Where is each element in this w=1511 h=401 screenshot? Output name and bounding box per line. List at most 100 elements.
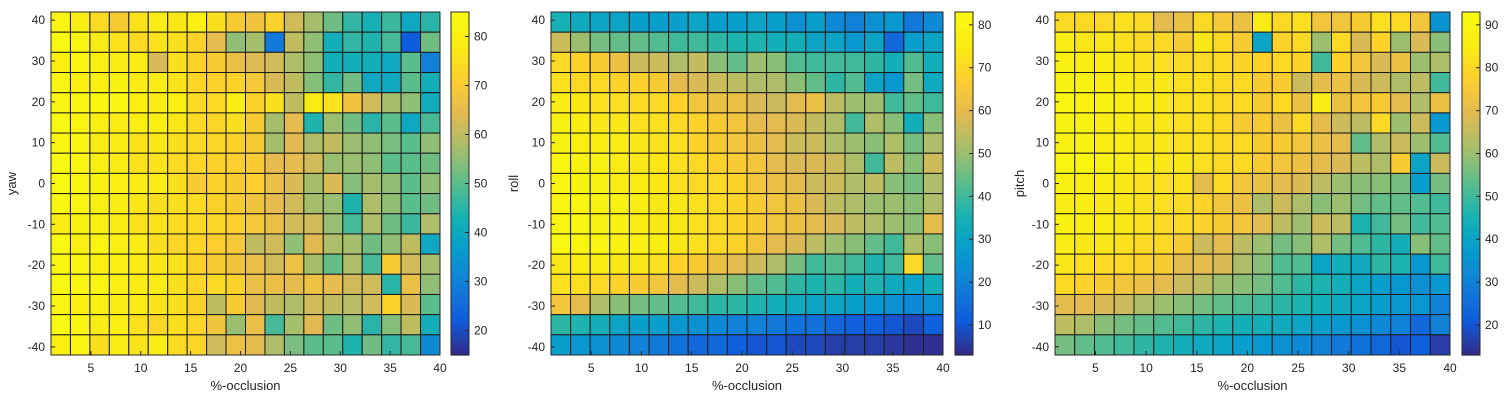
colorbar-band [955, 70, 973, 75]
heatmap-cell [167, 152, 188, 174]
colorbar-band [451, 313, 469, 318]
heatmap-cell [746, 92, 768, 114]
heatmap-cell [167, 72, 188, 94]
heatmap-cell [707, 132, 728, 154]
x-tick-label: 25 [1291, 361, 1305, 375]
heatmap-cell [687, 334, 709, 356]
heatmap-cell [746, 51, 768, 74]
heatmap-cell [245, 273, 266, 295]
heatmap-cell [1192, 112, 1214, 134]
colorbar-band [1462, 337, 1480, 342]
colorbar-tick-label: 60 [978, 104, 992, 118]
heatmap-cell [128, 193, 149, 215]
heatmap-cell [883, 72, 905, 94]
heatmap-cell [128, 132, 149, 154]
heatmap-cell [342, 11, 363, 33]
colorbar-band [451, 128, 469, 133]
heatmap-cell [785, 112, 807, 134]
colorbar-band [451, 94, 469, 99]
heatmap-cell [245, 51, 266, 74]
heatmap-cell [687, 273, 709, 295]
colorbar-band [955, 152, 973, 157]
heatmap-cell [726, 11, 748, 33]
heatmap-cell [570, 273, 591, 295]
heatmap-cell [1410, 172, 1431, 195]
y-tick-label: -10 [28, 217, 46, 231]
y-tick-label: -40 [1032, 340, 1050, 354]
heatmap-cell [342, 253, 363, 275]
heatmap-cell [1192, 314, 1214, 336]
heatmap-cell [589, 72, 611, 94]
colorbar-band [1462, 228, 1480, 233]
colorbar-band [451, 84, 469, 89]
heatmap-cell [1252, 51, 1273, 74]
heatmap-cell [1429, 273, 1451, 295]
heatmap-cell [1331, 152, 1352, 174]
colorbar-band [1462, 132, 1480, 137]
heatmap-cell [322, 172, 344, 195]
colorbar: 90 80 70 60 50 40 30 20 [1461, 11, 1499, 356]
heatmap-cell [1410, 334, 1431, 356]
heatmap-cell [668, 273, 689, 295]
heatmap-cell [1291, 273, 1313, 295]
colorbar-band [451, 279, 469, 284]
colorbar-band [1462, 306, 1480, 312]
heatmap-cell [420, 172, 441, 195]
heatmap-cell [1094, 152, 1115, 174]
heatmap-cell [186, 31, 208, 53]
heatmap-cell [785, 132, 807, 154]
heatmap-cell [147, 233, 169, 255]
heatmap-cell [824, 233, 846, 255]
heatmap-cell [128, 72, 149, 94]
heatmap-cell [1252, 152, 1273, 174]
colorbar-band [1462, 300, 1480, 305]
heatmap-cell [726, 293, 748, 316]
heatmap-cell [550, 193, 572, 215]
heatmap-cell [1410, 253, 1431, 275]
colorbar-band [451, 145, 469, 150]
colorbar-band [955, 279, 973, 284]
heatmap-cell [1370, 152, 1392, 174]
heatmap-cell [1271, 253, 1293, 275]
heatmap-cell [1311, 152, 1332, 174]
heatmap-cell [147, 193, 169, 215]
heatmap-cell [89, 273, 110, 295]
heatmap-cell [1291, 193, 1313, 215]
colorbar-band [955, 97, 973, 102]
heatmap-cell [746, 233, 768, 255]
heatmap-cell [785, 293, 807, 316]
heatmap-cell [303, 152, 324, 174]
colorbar-band [451, 156, 469, 161]
heatmap-cell [903, 72, 924, 94]
heatmap-cell [245, 314, 266, 336]
colorbar-band [1462, 272, 1480, 277]
heatmap-cell [726, 314, 748, 336]
heatmap-cell [283, 233, 305, 255]
heatmap-cell [69, 152, 91, 174]
x-tick-label: 40 [433, 361, 447, 375]
heatmap-cell [1054, 51, 1076, 74]
heatmap-cell [824, 31, 846, 53]
heatmap-cell [550, 273, 572, 295]
heatmap-cell [1311, 293, 1332, 316]
heatmap-cell [381, 213, 402, 235]
heatmap-cell [1232, 193, 1253, 215]
colorbar-band [955, 29, 973, 34]
colorbar-band [451, 142, 469, 147]
heatmap-cell [1192, 172, 1214, 195]
heatmap-cell [864, 31, 885, 53]
heatmap-cell [89, 193, 110, 215]
heatmap-cell [628, 253, 650, 275]
heatmap-cell [844, 112, 866, 134]
heatmap-cell [303, 233, 324, 255]
heatmap-cell [1291, 92, 1313, 114]
heatmap-cell [1370, 92, 1392, 114]
heatmap-cell [609, 112, 630, 134]
heatmap-cell [206, 132, 227, 154]
heatmap-cell [264, 51, 285, 74]
heatmap-cell [844, 31, 866, 53]
heatmap-cell [589, 193, 611, 215]
heatmap-cell [147, 11, 169, 33]
colorbar-band [451, 234, 469, 239]
heatmap-cell [400, 273, 422, 295]
